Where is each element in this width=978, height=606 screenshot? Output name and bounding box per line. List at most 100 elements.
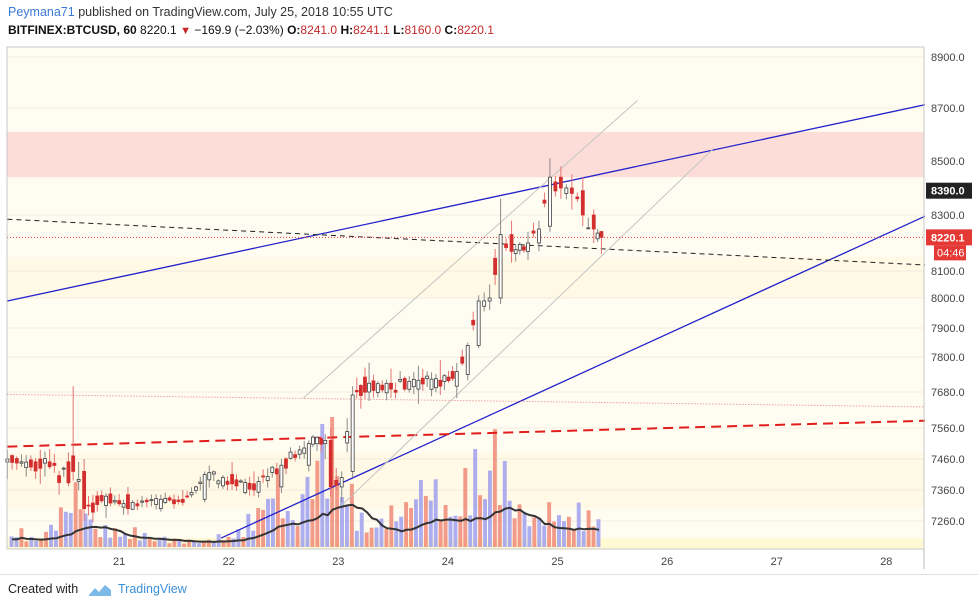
candle[interactable] bbox=[420, 377, 425, 385]
candle[interactable] bbox=[71, 455, 76, 472]
candle[interactable] bbox=[319, 438, 324, 445]
candle[interactable] bbox=[194, 486, 198, 491]
candle[interactable] bbox=[323, 439, 328, 444]
tradingview-brand-link[interactable]: TradingView bbox=[118, 582, 187, 596]
candle[interactable] bbox=[306, 443, 311, 466]
candle[interactable] bbox=[43, 458, 47, 464]
candle[interactable] bbox=[202, 474, 207, 500]
candle[interactable] bbox=[509, 234, 514, 252]
candle[interactable] bbox=[270, 466, 275, 473]
candle[interactable] bbox=[180, 498, 185, 503]
candle[interactable] bbox=[207, 472, 212, 481]
candle[interactable] bbox=[493, 257, 498, 275]
candle[interactable] bbox=[234, 479, 239, 487]
candle[interactable] bbox=[265, 476, 270, 481]
candle[interactable] bbox=[293, 454, 298, 458]
marker-price-tag[interactable] bbox=[926, 182, 972, 199]
candle[interactable] bbox=[363, 376, 367, 393]
candle[interactable] bbox=[112, 500, 117, 503]
candle[interactable] bbox=[358, 385, 363, 396]
candle[interactable] bbox=[10, 455, 14, 463]
candle[interactable] bbox=[454, 371, 459, 387]
candle[interactable] bbox=[411, 378, 416, 388]
candle[interactable] bbox=[99, 495, 104, 502]
candle[interactable] bbox=[302, 447, 307, 454]
candle[interactable] bbox=[167, 497, 172, 501]
candle[interactable] bbox=[144, 499, 149, 503]
candle[interactable] bbox=[425, 375, 430, 379]
candle[interactable] bbox=[548, 176, 552, 227]
candle[interactable] bbox=[154, 498, 159, 505]
candle[interactable] bbox=[375, 383, 380, 393]
candle[interactable] bbox=[211, 471, 216, 475]
candle[interactable] bbox=[61, 467, 66, 470]
candle[interactable] bbox=[542, 199, 547, 204]
candle[interactable] bbox=[33, 461, 38, 472]
candle[interactable] bbox=[57, 475, 61, 483]
candle[interactable] bbox=[434, 378, 438, 389]
candle[interactable] bbox=[531, 230, 536, 234]
candle[interactable] bbox=[24, 461, 29, 468]
candle[interactable] bbox=[252, 483, 256, 491]
candle[interactable] bbox=[28, 459, 33, 468]
candle[interactable] bbox=[140, 500, 144, 503]
candle[interactable] bbox=[402, 378, 407, 390]
resistance-zone[interactable] bbox=[7, 131, 924, 178]
candle[interactable] bbox=[442, 375, 447, 382]
current-price-tag[interactable] bbox=[926, 229, 972, 246]
symbol-label[interactable]: BITFINEX:BTCUSD, 60 bbox=[8, 23, 137, 37]
candle[interactable] bbox=[371, 380, 376, 391]
candle[interactable] bbox=[86, 504, 91, 507]
candle[interactable] bbox=[595, 232, 600, 240]
red-dashed-support[interactable] bbox=[7, 419, 934, 448]
candle[interactable] bbox=[90, 502, 95, 513]
candle[interactable] bbox=[243, 481, 248, 494]
candle[interactable] bbox=[339, 477, 344, 488]
candle[interactable] bbox=[279, 464, 284, 488]
candle[interactable] bbox=[261, 475, 266, 478]
candle[interactable] bbox=[172, 499, 176, 505]
candle[interactable] bbox=[117, 500, 122, 505]
candle[interactable] bbox=[393, 389, 398, 393]
candle[interactable] bbox=[247, 482, 252, 490]
candle[interactable] bbox=[438, 379, 443, 387]
candle[interactable] bbox=[345, 431, 350, 444]
candle[interactable] bbox=[599, 231, 604, 238]
upper-blue-trendline[interactable] bbox=[7, 102, 934, 302]
candle[interactable] bbox=[82, 470, 87, 509]
candle[interactable] bbox=[558, 176, 563, 189]
candle[interactable] bbox=[176, 499, 181, 502]
candle[interactable] bbox=[315, 436, 319, 445]
candle[interactable] bbox=[450, 371, 455, 379]
candle[interactable] bbox=[398, 378, 403, 382]
candle[interactable] bbox=[367, 382, 371, 393]
candle[interactable] bbox=[482, 300, 487, 307]
candle[interactable] bbox=[163, 497, 168, 503]
candle[interactable] bbox=[460, 356, 465, 364]
candle[interactable] bbox=[517, 243, 522, 251]
candle[interactable] bbox=[513, 249, 518, 254]
candle[interactable] bbox=[284, 458, 288, 469]
candle[interactable] bbox=[225, 480, 230, 485]
candle[interactable] bbox=[384, 382, 389, 394]
candle[interactable] bbox=[14, 458, 19, 464]
candle[interactable] bbox=[389, 382, 393, 390]
candle[interactable] bbox=[38, 458, 43, 469]
candle[interactable] bbox=[416, 379, 421, 390]
candle[interactable] bbox=[95, 495, 100, 505]
channel-lower[interactable] bbox=[341, 147, 715, 506]
candle[interactable] bbox=[52, 462, 57, 466]
candle[interactable] bbox=[553, 181, 558, 192]
candle[interactable] bbox=[198, 481, 203, 484]
candle[interactable] bbox=[104, 495, 108, 506]
candle[interactable] bbox=[429, 378, 434, 390]
channel-upper[interactable] bbox=[302, 99, 638, 399]
candle[interactable] bbox=[334, 480, 339, 486]
candle[interactable] bbox=[586, 227, 591, 230]
author-link[interactable]: Peymana71 bbox=[8, 5, 75, 19]
candle[interactable] bbox=[185, 495, 190, 498]
candle[interactable] bbox=[350, 394, 355, 472]
candle[interactable] bbox=[221, 477, 225, 487]
candle[interactable] bbox=[380, 384, 385, 391]
candle[interactable] bbox=[487, 297, 492, 302]
